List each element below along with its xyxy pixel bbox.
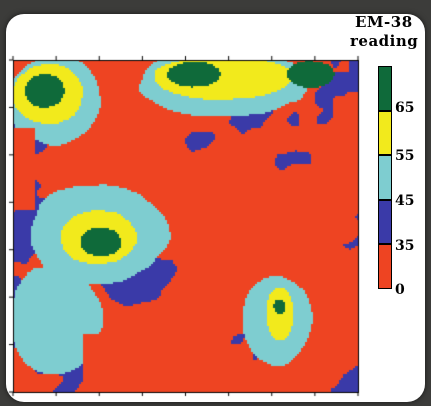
legend-swatch-55-65 xyxy=(378,111,392,156)
legend-swatch-45-55 xyxy=(378,155,392,200)
legend-tick-65: 65 xyxy=(395,100,414,116)
legend-tick-0: 0 xyxy=(395,282,405,298)
legend-swatch-35-45 xyxy=(378,200,392,245)
legend-swatch-0-35 xyxy=(378,244,392,289)
legend-title-line2: reading xyxy=(350,32,418,50)
legend-tick-55: 55 xyxy=(395,148,414,164)
legend-tick-45: 45 xyxy=(395,193,414,209)
legend-title-line1: EM-38 xyxy=(355,13,413,31)
legend-swatch-65-75 xyxy=(378,66,392,111)
legend-tick-35: 35 xyxy=(395,238,414,254)
